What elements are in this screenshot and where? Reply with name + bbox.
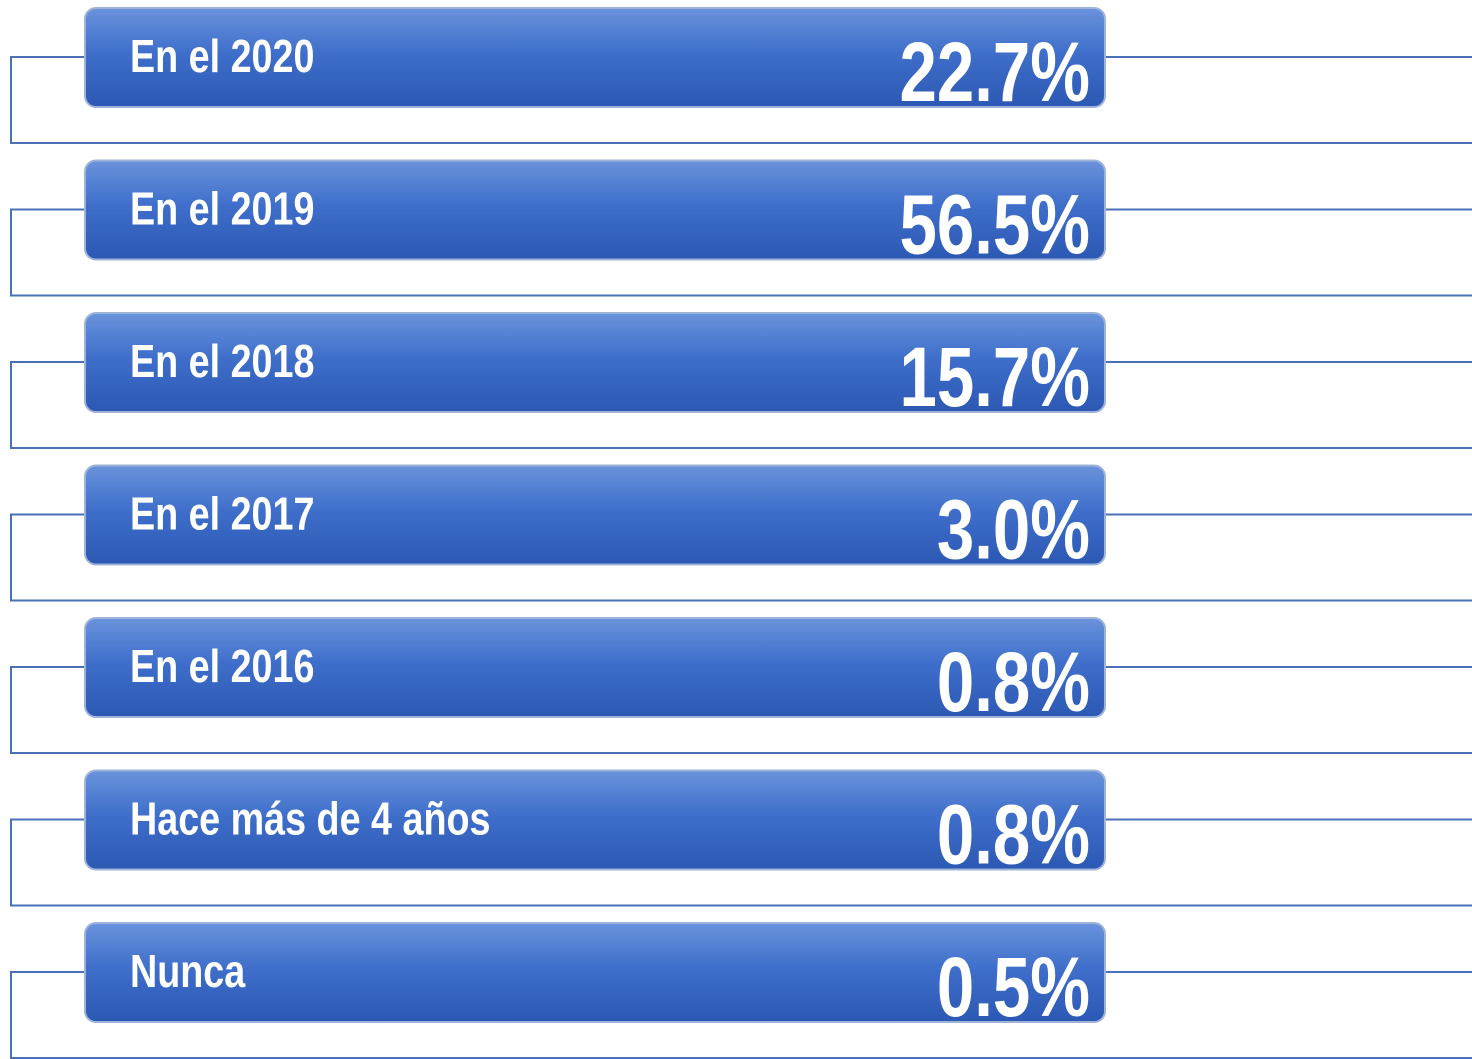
list-item: Nunca 0.5% [10, 922, 1472, 1059]
item-label: Nunca [130, 945, 246, 996]
item-value: 15.7% [899, 331, 1090, 425]
connector-frame [10, 361, 1472, 449]
item-box [84, 7, 1106, 108]
item-label: En el 2017 [130, 488, 314, 539]
label-group: En el 2018 [130, 335, 314, 386]
item-value: 3.0% [937, 483, 1090, 577]
value-group: 22.7% [899, 26, 1090, 120]
connector-frame [10, 666, 1472, 754]
value-group: 3.0% [937, 483, 1090, 577]
connector-frame [10, 513, 1472, 602]
item-box [84, 769, 1106, 871]
connector-frame [10, 971, 1472, 1059]
connector-frame [10, 208, 1472, 297]
item-value: 56.5% [899, 178, 1090, 272]
item-value: 0.8% [937, 636, 1090, 730]
connector-frame [10, 56, 1472, 144]
list-item: En el 2020 22.7% [10, 7, 1472, 144]
value-group: 0.8% [937, 788, 1090, 882]
connector-frame [10, 818, 1472, 907]
item-label: En el 2019 [130, 183, 314, 234]
item-box [84, 312, 1106, 413]
value-group: 15.7% [899, 331, 1090, 425]
label-group: En el 2017 [130, 488, 314, 539]
label-group: Hace más de 4 años [130, 793, 490, 844]
list-item: En el 2016 0.8% [10, 617, 1472, 754]
list-item: En el 2017 3.0% [10, 464, 1472, 602]
item-label: En el 2016 [130, 640, 314, 691]
item-value: 0.5% [937, 941, 1090, 1035]
list-item: En el 2019 56.5% [10, 159, 1472, 297]
item-box [84, 464, 1106, 566]
list-item: Hace más de 4 años 0.8% [10, 769, 1472, 907]
item-label: En el 2020 [130, 30, 314, 81]
item-value: 22.7% [899, 26, 1090, 120]
item-label: En el 2018 [130, 335, 314, 386]
item-box [84, 922, 1106, 1023]
value-group: 0.8% [937, 636, 1090, 730]
list-item: En el 2018 15.7% [10, 312, 1472, 449]
item-label: Hace más de 4 años [130, 793, 490, 844]
value-group: 0.5% [937, 941, 1090, 1035]
item-box [84, 159, 1106, 261]
value-group: 56.5% [899, 178, 1090, 272]
item-value: 0.8% [937, 788, 1090, 882]
label-group: Nunca [130, 945, 246, 996]
label-group: En el 2016 [130, 640, 314, 691]
label-group: En el 2020 [130, 30, 314, 81]
item-box [84, 617, 1106, 718]
label-group: En el 2019 [130, 183, 314, 234]
